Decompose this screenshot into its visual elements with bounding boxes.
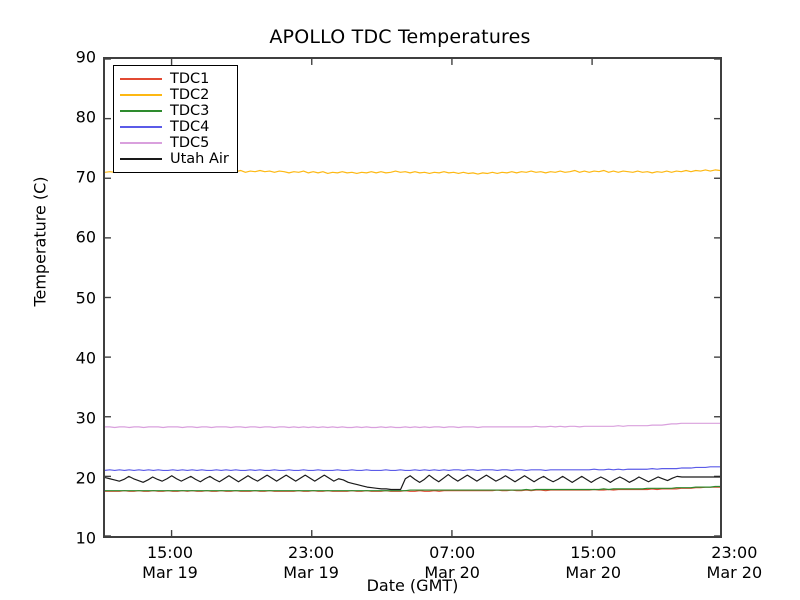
legend-item[interactable]: TDC4 [120,119,229,135]
y-tick-label: 70 [75,167,96,187]
y-tick-label: 20 [75,468,96,488]
legend-item[interactable]: TDC3 [120,103,229,119]
x-axis-tick-labels: 15:00 Mar 19 23:00 Mar 19 07:00 Mar 20 15:00 Ma… [103,543,762,589]
legend-label: TDC4 [170,119,210,135]
y-tick-label: 60 [75,227,96,247]
series-line-tdc3 [105,485,720,492]
legend-label: TDC2 [170,87,210,103]
y-tick-label: 30 [75,408,96,428]
y-tick-label: 50 [75,288,96,307]
y-tick-label: 90 [75,47,96,67]
series-line-utah-air [105,473,720,491]
chart-title: APOLLO TDC Temperatures [269,26,531,48]
legend-item[interactable]: Utah Air [120,151,229,167]
legend-item[interactable]: TDC2 [120,87,229,103]
legend-label: TDC1 [170,71,210,87]
legend-color-swatch [120,78,162,80]
legend-color-swatch [120,142,162,144]
y-tick-label: 80 [75,107,96,127]
legend-label: Utah Air [170,151,229,167]
x-tick-label: 07:00 Mar 20 [424,543,480,582]
legend-color-swatch [120,94,162,96]
legend-color-swatch [120,158,162,160]
legend-label: TDC5 [170,135,210,151]
legend-item[interactable]: TDC1 [120,71,229,87]
legend-color-swatch [120,110,162,112]
legend-item[interactable]: TDC5 [120,135,229,151]
y-axis-tick-labels: 10 20 30 40 50 60 70 80 90 [28,48,96,548]
legend-label: TDC3 [170,103,210,119]
y-tick-label: 10 [75,528,96,548]
x-tick-label: 23:00 Mar 20 [706,543,763,582]
series-line-tdc4 [105,466,720,472]
chart-legend: TDC1 TDC2 TDC3 TDC4 TDC5 Utah Air [113,65,238,173]
y-tick-label: 40 [75,348,96,368]
legend-color-swatch [120,126,162,128]
x-tick-label: 15:00 Mar 20 [565,543,622,582]
series-line-tdc5 [105,422,720,429]
x-axis-label: Date (GMT) [366,576,459,595]
x-tick-label: 15:00 Mar 19 [142,543,198,582]
series-canvas [105,59,720,536]
x-tick-label: 23:00 Mar 19 [283,543,339,582]
